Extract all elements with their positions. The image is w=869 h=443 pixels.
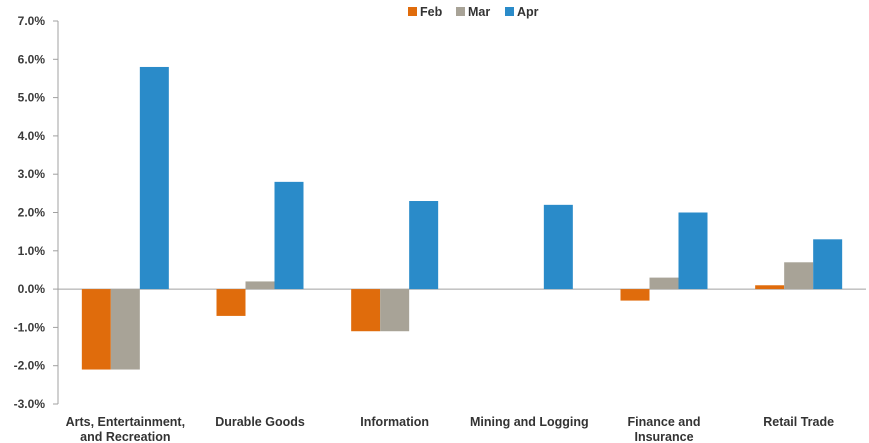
bar-apr-3 [543,204,573,290]
category-label: Arts, Entertainment, and Recreation [66,415,185,443]
bar-feb-5 [755,285,785,290]
category-label-line: Insurance [634,430,693,443]
legend-swatch-mar [456,7,465,16]
bar-apr-4 [678,212,708,290]
bar-mar-4 [649,277,679,290]
legend-label-feb: Feb [420,5,443,19]
bar-mar-1 [245,281,275,290]
x-axis-labels: Arts, Entertainment, and Recreation Durabl… [66,415,835,443]
category-label: Durable Goods [215,415,305,429]
y-tick-label: 2.0% [18,206,46,220]
category-label: Finance and Insurance [628,415,701,443]
y-tick-label: -3.0% [14,397,46,411]
legend-swatch-feb [408,7,417,16]
bar-feb-1 [216,289,246,316]
bar-mar-5 [784,262,814,290]
y-tick-label: 7.0% [18,14,46,28]
legend-swatch-apr [505,7,514,16]
bar-feb-2 [351,289,381,332]
bar-mar-0 [110,289,140,370]
category-label-line: Durable Goods [215,415,305,429]
y-tick-label: 3.0% [18,167,46,181]
category-label-line: Retail Trade [763,415,834,429]
y-tick-label: 4.0% [18,129,46,143]
y-tick-label: -1.0% [14,320,46,334]
category-label-line: Mining and Logging [470,415,589,429]
bar-apr-1 [274,181,304,290]
bars [81,66,843,370]
category-label: Mining and Logging [470,415,589,429]
bar-apr-5 [813,239,843,290]
bar-feb-0 [81,289,111,370]
bar-feb-4 [620,289,650,301]
bar-mar-2 [380,289,410,332]
y-tick-label: -2.0% [14,359,46,373]
category-label-line: Finance and [628,415,701,429]
bar-apr-0 [139,66,169,290]
category-label-line: Arts, Entertainment, [66,415,185,429]
category-label: Information [360,415,429,429]
category-label: Retail Trade [763,415,834,429]
y-tick-label: 6.0% [18,52,46,66]
y-axis: -3.0% -2.0% -1.0% 0.0% 1.0% 2.0% 3.0% 4.0% 5.0% 6… [14,14,866,411]
category-label-line: and Recreation [80,430,170,443]
legend-label-mar: Mar [468,5,490,19]
bar-apr-2 [409,201,439,290]
legend-label-apr: Apr [517,5,539,19]
y-tick-label: 1.0% [18,244,46,258]
category-label-line: Information [360,415,429,429]
y-tick-label: 0.0% [18,282,46,296]
y-tick-label: 5.0% [18,91,46,105]
legend: Feb Mar Apr [408,5,539,19]
